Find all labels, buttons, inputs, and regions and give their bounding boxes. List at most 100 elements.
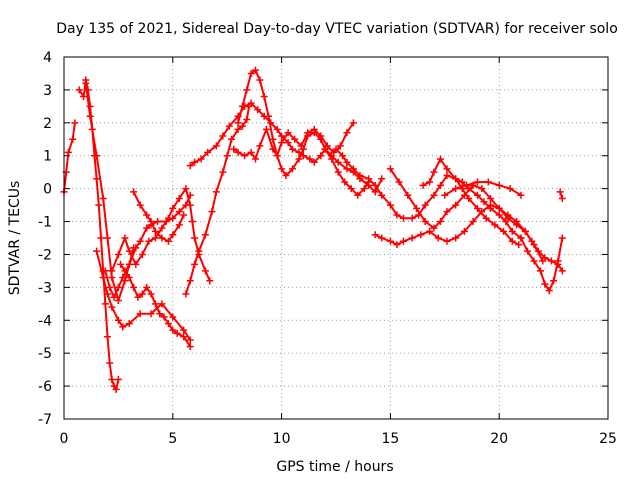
data-point: [458, 178, 466, 186]
data-point: [443, 171, 451, 179]
x-tick-label: 5: [168, 431, 177, 447]
data-point: [343, 129, 351, 137]
data-point: [180, 211, 188, 219]
data-point: [158, 234, 166, 242]
y-tick-label: -4: [38, 313, 52, 329]
data-point: [104, 333, 112, 341]
data-point: [108, 376, 116, 384]
data-point: [254, 106, 262, 114]
data-point: [399, 237, 407, 245]
data-point: [130, 283, 138, 291]
data-point: [188, 218, 196, 226]
data-point: [97, 234, 105, 242]
data-point: [550, 277, 558, 285]
data-point: [495, 204, 503, 212]
data-point: [317, 135, 325, 143]
data-point: [186, 201, 194, 209]
data-point: [339, 152, 347, 160]
data-point: [452, 185, 460, 193]
data-point: [508, 227, 516, 235]
data-point: [378, 234, 386, 242]
data-point: [234, 125, 242, 133]
series-arc-16: [422, 158, 520, 246]
data-point: [463, 181, 471, 189]
data-point: [212, 142, 220, 150]
data-point: [278, 132, 286, 140]
data-point: [164, 214, 172, 222]
data-point: [443, 165, 451, 173]
data-point: [169, 326, 177, 334]
data-point: [75, 86, 83, 94]
data-point: [473, 204, 481, 212]
data-point: [138, 290, 146, 298]
data-point: [175, 195, 183, 203]
data-point: [284, 139, 292, 147]
data-point: [71, 119, 79, 127]
data-point: [545, 287, 553, 295]
data-point: [108, 273, 116, 281]
data-point: [119, 323, 127, 331]
data-point: [486, 201, 494, 209]
data-point: [262, 125, 270, 133]
data-point: [228, 135, 236, 143]
y-tick-label: -6: [38, 379, 52, 395]
data-point: [521, 227, 529, 235]
data-point: [347, 185, 355, 193]
y-tick-label: -1: [38, 215, 52, 231]
data-point: [441, 191, 449, 199]
data-point: [204, 148, 212, 156]
y-axis-label: SDTVAR / TECUs: [7, 181, 23, 296]
data-point: [260, 92, 268, 100]
data-point: [151, 234, 159, 242]
data-point: [125, 260, 133, 268]
data-point: [408, 214, 416, 222]
data-point: [417, 231, 425, 239]
data-point: [393, 241, 401, 249]
data-point: [495, 211, 503, 219]
data-point: [506, 185, 514, 193]
data-point: [328, 155, 336, 163]
data-point: [434, 234, 442, 242]
data-point: [241, 152, 249, 160]
data-point: [173, 329, 181, 337]
data-point: [306, 155, 314, 163]
data-point: [164, 237, 172, 245]
data-point: [132, 244, 140, 252]
data-point: [93, 152, 101, 160]
y-tick-label: 1: [43, 149, 52, 165]
data-point: [452, 234, 460, 242]
data-point: [354, 191, 362, 199]
data-point: [145, 237, 153, 245]
data-point: [238, 102, 246, 110]
data-point: [160, 313, 168, 321]
data-series: [60, 66, 566, 393]
data-point: [234, 119, 242, 127]
data-point: [378, 175, 386, 183]
data-point: [132, 260, 140, 268]
data-point: [491, 221, 499, 229]
data-point: [201, 267, 209, 275]
data-point: [473, 178, 481, 186]
data-point: [504, 214, 512, 222]
data-point: [223, 152, 231, 160]
series-arc-02: [78, 79, 120, 391]
y-tick-label: -2: [38, 247, 52, 263]
series-arc-07: [119, 263, 192, 348]
data-point: [378, 191, 386, 199]
data-point: [125, 320, 133, 328]
data-point: [495, 181, 503, 189]
data-point: [288, 145, 296, 153]
data-point: [104, 234, 112, 242]
data-point: [101, 267, 109, 275]
data-point: [386, 237, 394, 245]
series-arc-08: [132, 190, 185, 243]
data-point: [343, 158, 351, 166]
data-point: [130, 188, 138, 196]
axis-ticks: [63, 56, 609, 420]
data-point: [125, 247, 133, 255]
data-point: [219, 132, 227, 140]
data-point: [371, 188, 379, 196]
data-point: [136, 237, 144, 245]
